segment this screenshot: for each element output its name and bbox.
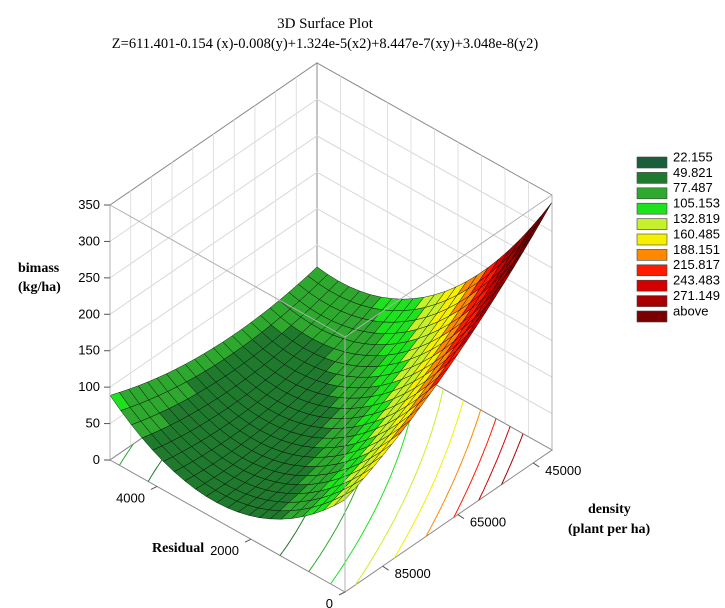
y-tick-mark [382, 565, 389, 571]
z-axis-label: bimass [18, 261, 60, 276]
legend-label: 77.487 [673, 180, 713, 195]
z-tick-label: 300 [78, 233, 100, 248]
z-tick-label: 0 [93, 452, 100, 467]
y-axis-unit: (plant per ha) [568, 522, 651, 537]
floor-contour [501, 433, 524, 485]
y-tick-label: 65000 [470, 515, 506, 530]
legend-label: 132.819 [673, 211, 720, 226]
chart-title: 3D Surface Plot [277, 16, 373, 32]
surface-cell [531, 202, 553, 232]
z-tick-label: 350 [78, 197, 100, 212]
floor-contour [453, 418, 497, 518]
floor-contour [354, 388, 444, 586]
legend-swatch [636, 264, 668, 277]
gridline-z [109, 171, 553, 315]
legend-swatch [636, 249, 668, 261]
y-tick-mark [532, 462, 540, 468]
legend-swatch [636, 187, 668, 200]
legend-label: 271.149 [673, 288, 720, 303]
chart-equation: Z=611.401-0.154 (x)-0.008(y)+1.324e-5(x2… [111, 36, 539, 52]
axis-labels: bimass (kg/ha) Residual density (plant per h… [18, 261, 651, 556]
surface-mesh [109, 202, 553, 520]
legend-label: 243.483 [673, 273, 720, 288]
box-edge [344, 194, 553, 338]
legend-label: 215.817 [673, 257, 720, 272]
y-tick-mark [457, 514, 465, 519]
legend-swatch [636, 295, 668, 307]
z-tick-label: 50 [86, 416, 100, 431]
legend-swatch [636, 172, 668, 184]
legend-swatch [636, 202, 668, 215]
x-tick-mark [244, 538, 252, 543]
gridline-z [109, 244, 553, 388]
y-tick-label: 85000 [395, 566, 431, 581]
floor-contour [425, 409, 482, 537]
legend-label: 105.153 [673, 196, 720, 211]
gridline-z [109, 135, 553, 279]
x-tick-mark [338, 591, 346, 596]
x-tick-label: 2000 [210, 543, 239, 558]
y-axis-label: density [588, 502, 631, 517]
plot-box-front [109, 194, 553, 592]
gridline-z [109, 98, 553, 242]
floor-contour [393, 400, 464, 559]
x-tick-label: 4000 [116, 490, 145, 505]
legend: 22.15549.82177.487105.153132.819160.4851… [636, 149, 720, 323]
floor-contour [478, 426, 511, 501]
legend-swatch [636, 156, 668, 169]
legend-label: above [673, 303, 708, 318]
z-tick-label: 150 [78, 343, 100, 358]
legend-label: 188.151 [673, 242, 720, 257]
legend-label: 49.821 [673, 165, 713, 180]
x-tick-label: 0 [326, 596, 333, 608]
legend-label: 160.485 [673, 226, 720, 241]
z-tick-label: 250 [78, 270, 100, 285]
legend-swatch [636, 279, 668, 292]
legend-label: 22.155 [673, 149, 713, 164]
y-tick-label: 45000 [545, 463, 581, 478]
legend-swatch [636, 218, 668, 230]
z-tick-label: 100 [78, 379, 100, 394]
x-axis-label: Residual [152, 541, 204, 556]
legend-swatch [636, 310, 668, 323]
z-tick-label: 200 [78, 306, 100, 321]
axis-ticks: 0 50 100 150 200 250 300 350 0 2000 4000 45000 65000… [78, 197, 581, 608]
box-edge [109, 204, 346, 338]
z-axis-unit: (kg/ha) [18, 280, 61, 295]
legend-swatch [636, 233, 668, 246]
x-tick-mark [150, 485, 158, 490]
plot-box-back [109, 62, 553, 461]
